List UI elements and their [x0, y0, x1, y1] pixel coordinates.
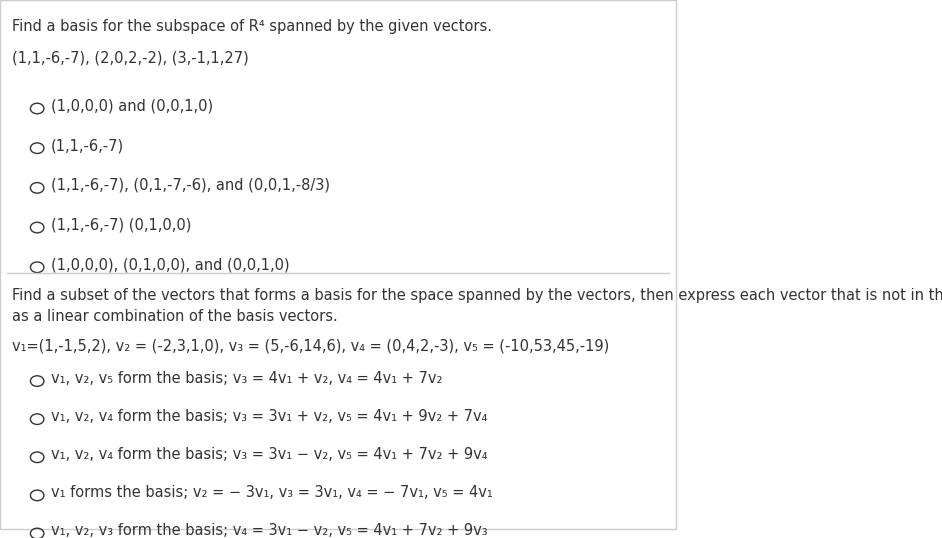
- Text: v₁=(1,-1,5,2), v₂ = (-2,3,1,0), v₃ = (5,-6,14,6), v₄ = (0,4,2,-3), v₅ = (-10,53,: v₁=(1,-1,5,2), v₂ = (-2,3,1,0), v₃ = (5,…: [12, 339, 609, 353]
- Text: (1,0,0,0) and (0,0,1,0): (1,0,0,0) and (0,0,1,0): [51, 98, 213, 114]
- Text: (1,0,0,0), (0,1,0,0), and (0,0,1,0): (1,0,0,0), (0,1,0,0), and (0,0,1,0): [51, 257, 289, 272]
- Text: v₁, v₂, v₄ form the basis; v₃ = 3v₁ + v₂, v₅ = 4v₁ + 9v₂ + 7v₄: v₁, v₂, v₄ form the basis; v₃ = 3v₁ + v₂…: [51, 409, 487, 424]
- Text: (1,1,-6,-7), (2,0,2,-2), (3,-1,1,27): (1,1,-6,-7), (2,0,2,-2), (3,-1,1,27): [12, 50, 249, 65]
- Text: (1,1,-6,-7): (1,1,-6,-7): [51, 138, 123, 153]
- Text: Find a subset of the vectors that forms a basis for the space spanned by the vec: Find a subset of the vectors that forms …: [12, 288, 942, 324]
- Text: v₁, v₂, v₅ form the basis; v₃ = 4v₁ + v₂, v₄ = 4v₁ + 7v₂: v₁, v₂, v₅ form the basis; v₃ = 4v₁ + v₂…: [51, 371, 442, 386]
- Text: Find a basis for the subspace of R⁴ spanned by the given vectors.: Find a basis for the subspace of R⁴ span…: [12, 18, 492, 33]
- Text: (1,1,-6,-7), (0,1,-7,-6), and (0,0,1,-8/3): (1,1,-6,-7), (0,1,-7,-6), and (0,0,1,-8/…: [51, 178, 330, 193]
- Text: v₁, v₂, v₃ form the basis; v₄ = 3v₁ − v₂, v₅ = 4v₁ + 7v₂ + 9v₃: v₁, v₂, v₃ form the basis; v₄ = 3v₁ − v₂…: [51, 523, 487, 538]
- Text: v₁, v₂, v₄ form the basis; v₃ = 3v₁ − v₂, v₅ = 4v₁ + 7v₂ + 9v₄: v₁, v₂, v₄ form the basis; v₃ = 3v₁ − v₂…: [51, 447, 487, 462]
- Text: (1,1,-6,-7) (0,1,0,0): (1,1,-6,-7) (0,1,0,0): [51, 217, 191, 232]
- Text: v₁ forms the basis; v₂ = − 3v₁, v₃ = 3v₁, v₄ = − 7v₁, v₅ = 4v₁: v₁ forms the basis; v₂ = − 3v₁, v₃ = 3v₁…: [51, 485, 493, 500]
